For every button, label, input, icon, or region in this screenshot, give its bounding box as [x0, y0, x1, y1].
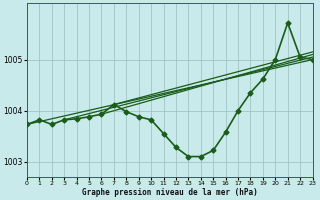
X-axis label: Graphe pression niveau de la mer (hPa): Graphe pression niveau de la mer (hPa): [82, 188, 258, 197]
